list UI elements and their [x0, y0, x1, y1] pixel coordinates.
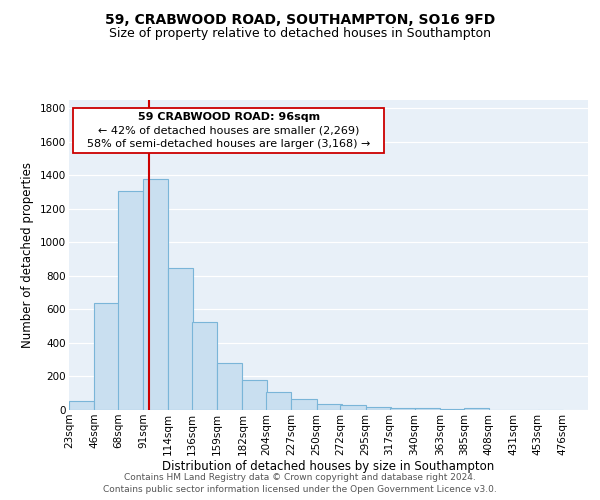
Bar	[440, 408, 465, 410]
Text: 59 CRABWOOD ROAD: 96sqm: 59 CRABWOOD ROAD: 96sqm	[137, 112, 320, 122]
Bar	[217, 363, 242, 410]
Text: ← 42% of detached houses are smaller (2,269): ← 42% of detached houses are smaller (2,…	[98, 125, 359, 135]
Bar	[73, 108, 384, 153]
Text: Contains public sector information licensed under the Open Government Licence v3: Contains public sector information licen…	[103, 484, 497, 494]
Bar	[168, 268, 193, 410]
Bar	[464, 408, 489, 410]
X-axis label: Distribution of detached houses by size in Southampton: Distribution of detached houses by size …	[163, 460, 494, 473]
Text: 58% of semi-detached houses are larger (3,168) →: 58% of semi-detached houses are larger (…	[87, 138, 370, 148]
Bar	[389, 408, 415, 410]
Bar	[415, 408, 440, 410]
Bar	[94, 303, 119, 410]
Text: 59, CRABWOOD ROAD, SOUTHAMPTON, SO16 9FD: 59, CRABWOOD ROAD, SOUTHAMPTON, SO16 9FD	[105, 12, 495, 26]
Bar	[192, 322, 217, 410]
Bar	[118, 192, 143, 410]
Bar	[292, 399, 317, 410]
Text: Size of property relative to detached houses in Southampton: Size of property relative to detached ho…	[109, 28, 491, 40]
Bar	[69, 401, 94, 410]
Bar	[143, 179, 168, 410]
Y-axis label: Number of detached properties: Number of detached properties	[22, 162, 34, 348]
Bar	[266, 392, 292, 410]
Bar	[365, 407, 391, 410]
Bar	[340, 405, 365, 410]
Text: Contains HM Land Registry data © Crown copyright and database right 2024.: Contains HM Land Registry data © Crown c…	[124, 473, 476, 482]
Bar	[317, 404, 341, 410]
Bar	[242, 380, 268, 410]
